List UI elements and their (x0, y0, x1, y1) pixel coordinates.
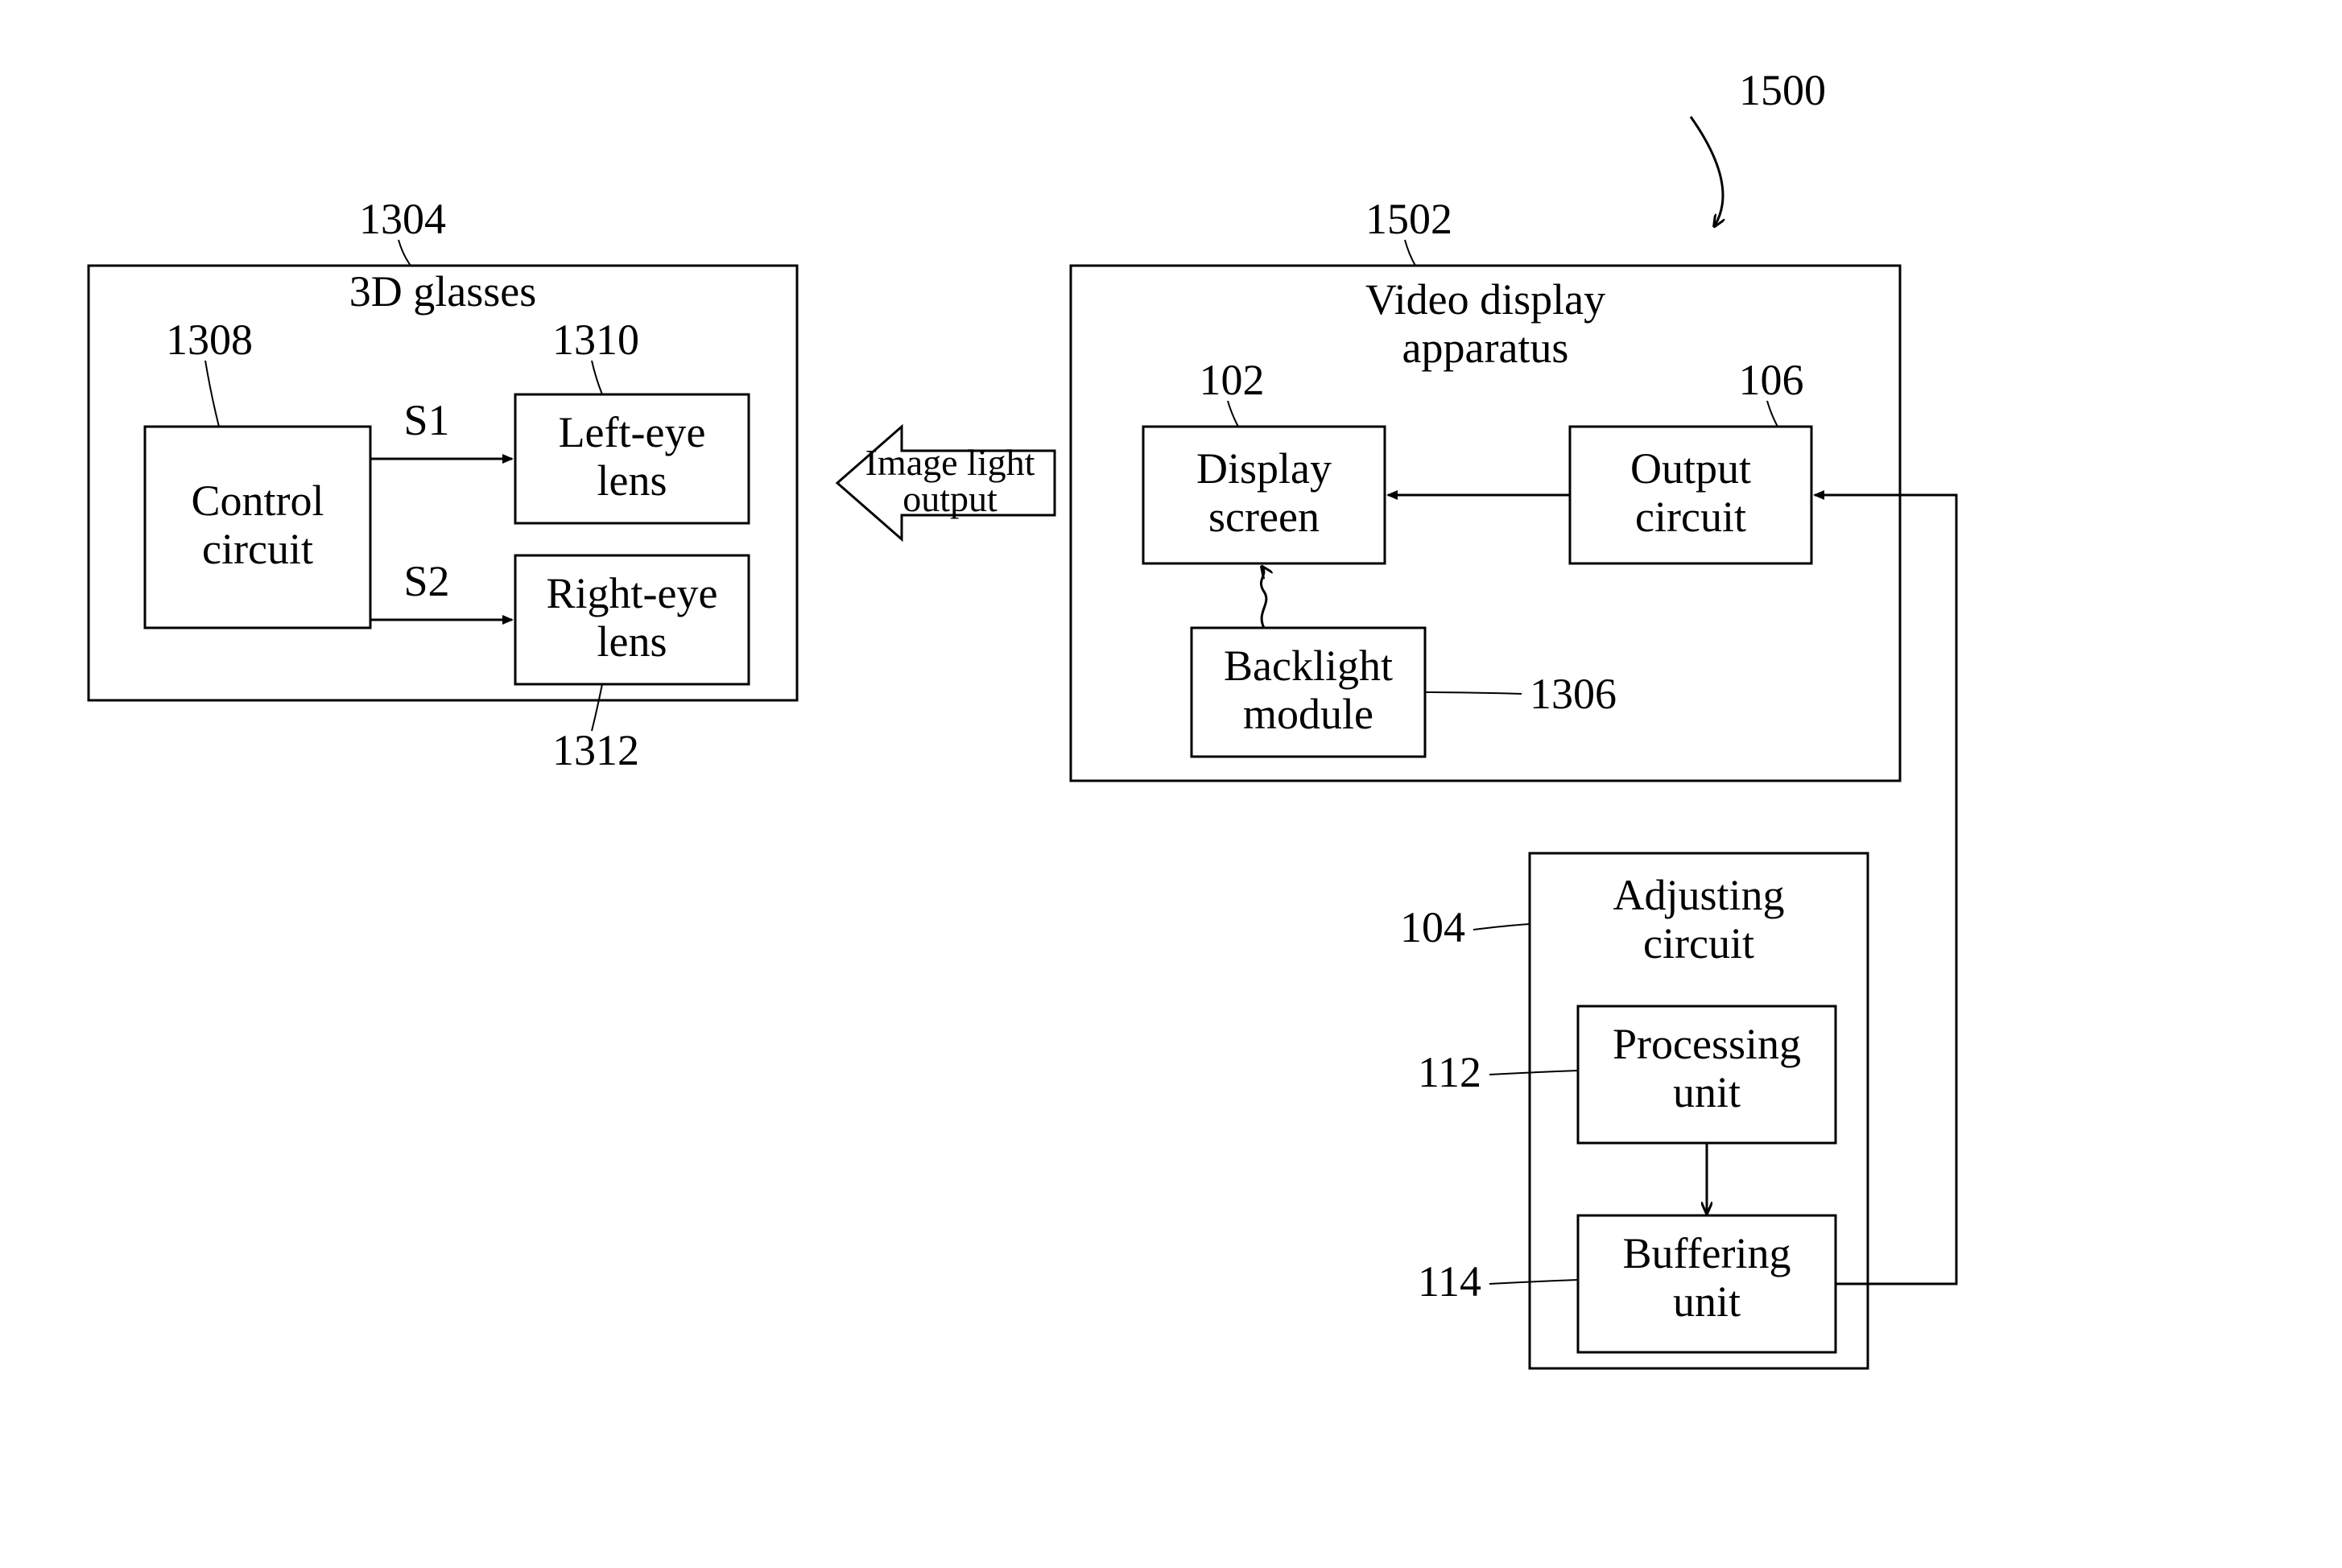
label-s1: S1 (403, 396, 449, 444)
ref-114: 114 (1418, 1257, 1481, 1306)
vda-l1: Video display (1365, 275, 1605, 324)
adjusting-l1: Adjusting (1613, 871, 1784, 919)
ref-104: 104 (1400, 903, 1465, 951)
ref-1502-tick (1405, 240, 1415, 266)
ref-1306-tick (1425, 692, 1522, 694)
backlight-l1: Backlight (1224, 642, 1393, 690)
processing-l1: Processing (1613, 1020, 1801, 1068)
image-light-l1: Image light (865, 442, 1035, 483)
ref-1312-tick (592, 684, 602, 731)
block-diagram: 1500 3D glasses 1304 Control circuit 130… (0, 0, 2342, 1568)
ref-112: 112 (1418, 1048, 1481, 1096)
ref-112-tick (1489, 1071, 1578, 1075)
ref-104-tick (1473, 924, 1530, 930)
ref-114-tick (1489, 1280, 1578, 1284)
buffering-l1: Buffering (1623, 1229, 1791, 1277)
ref-1500-arc (1691, 117, 1723, 225)
ref-106-tick (1767, 401, 1778, 427)
ref-1304-tick (399, 240, 411, 266)
label-s2: S2 (403, 557, 449, 605)
backlight-l2: module (1243, 690, 1373, 738)
ref-1304: 1304 (359, 195, 446, 243)
ref-1308: 1308 (166, 316, 253, 364)
arrow-backlight-display (1261, 567, 1266, 628)
ref-1306: 1306 (1530, 670, 1617, 718)
control-l2: circuit (202, 525, 313, 573)
image-light-l2: output (903, 478, 998, 519)
right-lens-l2: lens (597, 617, 667, 666)
display-l1: Display (1196, 444, 1332, 493)
ref-1500: 1500 (1739, 66, 1826, 114)
glasses-title: 3D glasses (349, 267, 536, 316)
ref-1308-tick (205, 361, 219, 427)
left-lens-l2: lens (597, 456, 667, 505)
ref-106: 106 (1739, 356, 1804, 404)
vda-l2: apparatus (1402, 324, 1569, 372)
output-l2: circuit (1635, 493, 1746, 541)
left-lens-l1: Left-eye (559, 408, 706, 456)
adjusting-l2: circuit (1643, 919, 1754, 968)
processing-l2: unit (1673, 1068, 1741, 1116)
buffering-l2: unit (1673, 1277, 1741, 1326)
display-l2: screen (1208, 493, 1320, 541)
right-lens-l1: Right-eye (547, 569, 718, 617)
ref-1312: 1312 (552, 726, 639, 774)
control-l1: Control (191, 477, 324, 525)
ref-1310: 1310 (552, 316, 639, 364)
ref-102: 102 (1200, 356, 1265, 404)
ref-1310-tick (592, 361, 602, 394)
ref-102-tick (1228, 401, 1238, 427)
ref-1502: 1502 (1365, 195, 1452, 243)
output-l1: Output (1630, 444, 1751, 493)
arrow-buf-output (1815, 495, 1956, 1284)
